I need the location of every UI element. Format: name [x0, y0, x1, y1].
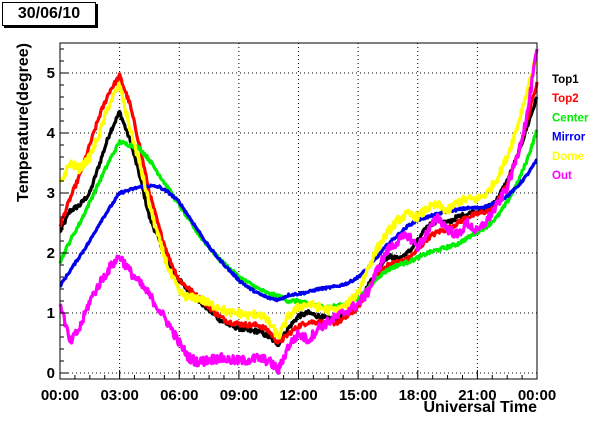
y-tick-label: 5: [47, 65, 55, 82]
x-axis-title: Universal Time: [423, 399, 537, 416]
x-tick-label: 06:00: [160, 387, 198, 404]
legend-entry-dome: Dome: [552, 151, 584, 163]
chart-title: 30/06/10: [2, 2, 96, 26]
y-tick-label: 1: [47, 305, 55, 322]
series-line-top2: [58, 72, 539, 345]
x-tick-label: 09:00: [220, 387, 258, 404]
x-tick-label: 12:00: [279, 387, 317, 404]
y-tick-label: 0: [47, 365, 55, 382]
series-lines: [58, 48, 539, 375]
x-tick-labels: 00:00 03:00 06:00 09:00 12:00 15:00 18:00 21:00…: [41, 387, 556, 404]
grid-lines: [60, 43, 537, 379]
legend-entry-mirror: Mirror: [552, 132, 586, 144]
legend-entry-top1: Top1: [552, 74, 579, 86]
x-tick-label: 00:00: [518, 387, 556, 404]
y-tick-label: 3: [47, 185, 55, 202]
legend-entry-out: Out: [552, 170, 572, 182]
legend: Top1 Top2 Center Mirror Dome Out: [552, 74, 589, 182]
x-tick-label: 15:00: [339, 387, 377, 404]
x-tick-label: 21:00: [458, 387, 496, 404]
series-line-top1: [59, 96, 539, 348]
y-axis-title: Temperature(degree): [15, 43, 32, 202]
x-tick-label: 00:00: [41, 387, 79, 404]
y-tick-label: 2: [47, 245, 55, 262]
series-line-dome: [58, 52, 539, 340]
legend-entry-top2: Top2: [552, 93, 579, 105]
legend-entry-center: Center: [552, 112, 589, 124]
x-tick-label: 18:00: [399, 387, 437, 404]
y-tick-labels: 0 1 2 3 4 5: [47, 65, 56, 382]
series-line-out: [58, 48, 539, 375]
series-line-center: [58, 129, 539, 310]
series-line-mirror: [59, 158, 538, 303]
y-tick-label: 4: [47, 125, 56, 142]
x-tick-label: 03:00: [100, 387, 138, 404]
axis-ticks: [59, 48, 538, 379]
